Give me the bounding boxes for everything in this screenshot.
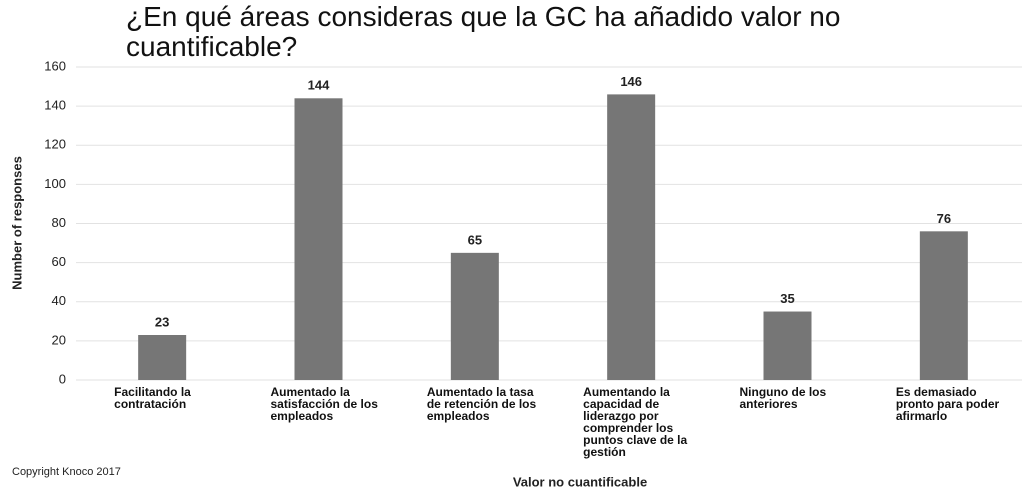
footnote: Copyright Knoco 2017	[12, 466, 121, 478]
x-tick-label: Aumentado la satisfacción de los emplead…	[270, 385, 378, 423]
bar	[450, 252, 499, 380]
y-tick-label: 140	[44, 98, 66, 113]
chart-title: ¿En qué áreas consideras que la GC ha añ…	[126, 1, 841, 62]
bar	[763, 311, 812, 380]
bar	[919, 231, 968, 380]
x-tick-label: Aumentando la capacidad de liderazgo por…	[583, 385, 688, 459]
y-tick-label: 60	[52, 254, 66, 269]
x-tick-label: Es demasiado pronto para poder afirmarlo	[895, 385, 1000, 423]
value-label: 35	[780, 291, 794, 306]
x-tick-label: Aumentado la tasa de retención de los em…	[426, 385, 537, 423]
x-tick-label: Ninguno de los anteriores	[739, 385, 827, 411]
value-label: 23	[155, 314, 169, 329]
y-axis-label: Number of responses	[9, 156, 24, 290]
y-tick-label: 120	[44, 137, 66, 152]
y-tick-label: 0	[59, 371, 66, 386]
y-tick-label: 40	[52, 293, 66, 308]
value-label: 76	[937, 211, 951, 226]
bar	[607, 94, 656, 380]
value-label: 65	[468, 232, 482, 247]
bar	[138, 335, 187, 380]
value-label: 144	[308, 78, 330, 93]
bar	[294, 98, 343, 381]
y-tick-label: 20	[52, 332, 66, 347]
y-tick-label: 100	[44, 176, 66, 191]
x-tick-label: Facilitando la contratación	[114, 385, 191, 411]
y-tick-label: 160	[44, 58, 66, 73]
value-label: 146	[620, 74, 642, 89]
x-axis-label: Valor no cuantificable	[513, 474, 647, 489]
y-tick-label: 80	[52, 215, 66, 230]
